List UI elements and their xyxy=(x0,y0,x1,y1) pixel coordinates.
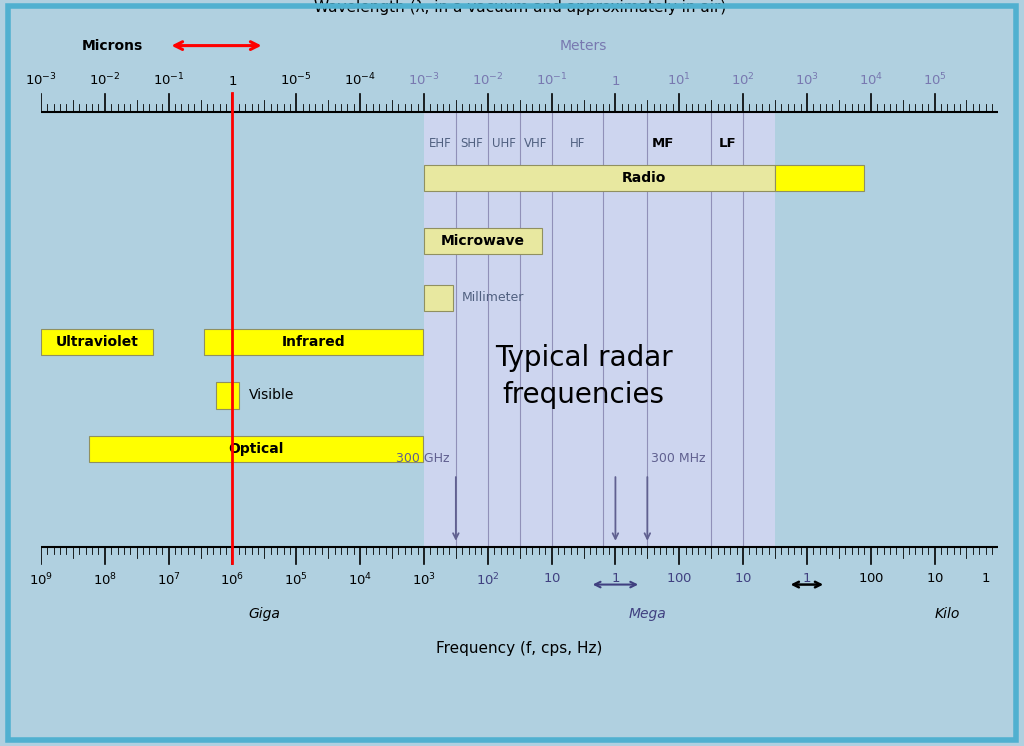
Text: $1$: $1$ xyxy=(802,572,812,585)
Text: Typical radar
frequencies: Typical radar frequencies xyxy=(495,344,673,409)
Text: $10^{-3}$: $10^{-3}$ xyxy=(25,71,57,88)
Text: Kilo: Kilo xyxy=(935,606,961,621)
Bar xyxy=(424,165,775,191)
Text: $10^{-1}$: $10^{-1}$ xyxy=(536,71,567,88)
Text: $10^{7}$: $10^{7}$ xyxy=(157,572,180,589)
Text: $10$: $10$ xyxy=(926,572,943,585)
Text: UHF: UHF xyxy=(492,137,516,150)
Text: $10^{9}$: $10^{9}$ xyxy=(29,572,53,589)
Text: $10^{3}$: $10^{3}$ xyxy=(795,71,819,88)
Text: Microns: Microns xyxy=(82,39,143,53)
Text: $10^{6}$: $10^{6}$ xyxy=(220,572,245,589)
Bar xyxy=(775,165,864,191)
Bar xyxy=(89,436,423,463)
Text: Meters: Meters xyxy=(560,39,607,53)
Text: $100$: $100$ xyxy=(857,572,884,585)
Text: $10^{2}$: $10^{2}$ xyxy=(476,572,500,589)
Text: $10^{3}$: $10^{3}$ xyxy=(412,572,436,589)
Text: Wavelength (λ, in a vacuum and approximately in air): Wavelength (λ, in a vacuum and approxima… xyxy=(313,0,726,15)
Text: 300 GHz: 300 GHz xyxy=(396,452,450,465)
Text: HF: HF xyxy=(569,137,585,150)
Text: Optical: Optical xyxy=(228,442,284,456)
Bar xyxy=(204,329,423,355)
Text: $1$: $1$ xyxy=(981,572,990,585)
Text: $10^{8}$: $10^{8}$ xyxy=(93,572,117,589)
Text: $1$: $1$ xyxy=(610,572,621,585)
Text: EHF: EHF xyxy=(428,137,452,150)
Text: Infrared: Infrared xyxy=(282,335,345,349)
Text: LF: LF xyxy=(718,137,736,150)
Text: SHF: SHF xyxy=(461,137,483,150)
Text: $10^{-5}$: $10^{-5}$ xyxy=(281,71,312,88)
Text: $10^{-2}$: $10^{-2}$ xyxy=(89,71,121,88)
Bar xyxy=(424,284,453,311)
Text: $100$: $100$ xyxy=(666,572,692,585)
Text: MF: MF xyxy=(652,137,675,150)
Text: $1$: $1$ xyxy=(610,75,621,88)
Text: $10^{-1}$: $10^{-1}$ xyxy=(153,71,184,88)
Text: $10^{-2}$: $10^{-2}$ xyxy=(472,71,504,88)
Text: Ultraviolet: Ultraviolet xyxy=(55,335,138,349)
Text: $10$: $10$ xyxy=(543,572,560,585)
Text: $10^{5}$: $10^{5}$ xyxy=(285,572,308,589)
Bar xyxy=(216,382,239,409)
Text: Millimeter: Millimeter xyxy=(462,291,524,304)
Text: Radio: Radio xyxy=(622,171,667,185)
Text: $10^{5}$: $10^{5}$ xyxy=(923,71,946,88)
Bar xyxy=(41,329,153,355)
Text: 300 MHz: 300 MHz xyxy=(650,452,706,465)
Text: $10^{4}$: $10^{4}$ xyxy=(858,71,883,88)
Text: VHF: VHF xyxy=(524,137,547,150)
Text: $10^{-4}$: $10^{-4}$ xyxy=(344,71,376,88)
Text: $10^{2}$: $10^{2}$ xyxy=(731,71,755,88)
Text: $10^{4}$: $10^{4}$ xyxy=(348,572,373,589)
Text: Frequency (f, cps, Hz): Frequency (f, cps, Hz) xyxy=(436,642,603,656)
Text: Giga: Giga xyxy=(249,606,281,621)
Text: $10$: $10$ xyxy=(734,572,752,585)
Bar xyxy=(424,228,542,254)
Text: Mega: Mega xyxy=(629,606,667,621)
Text: Microwave: Microwave xyxy=(441,234,525,248)
Text: Visible: Visible xyxy=(249,389,294,402)
Bar xyxy=(424,112,775,547)
Text: $10^{-3}$: $10^{-3}$ xyxy=(408,71,440,88)
Text: $10^{1}$: $10^{1}$ xyxy=(668,71,691,88)
Text: $1$: $1$ xyxy=(227,75,238,88)
